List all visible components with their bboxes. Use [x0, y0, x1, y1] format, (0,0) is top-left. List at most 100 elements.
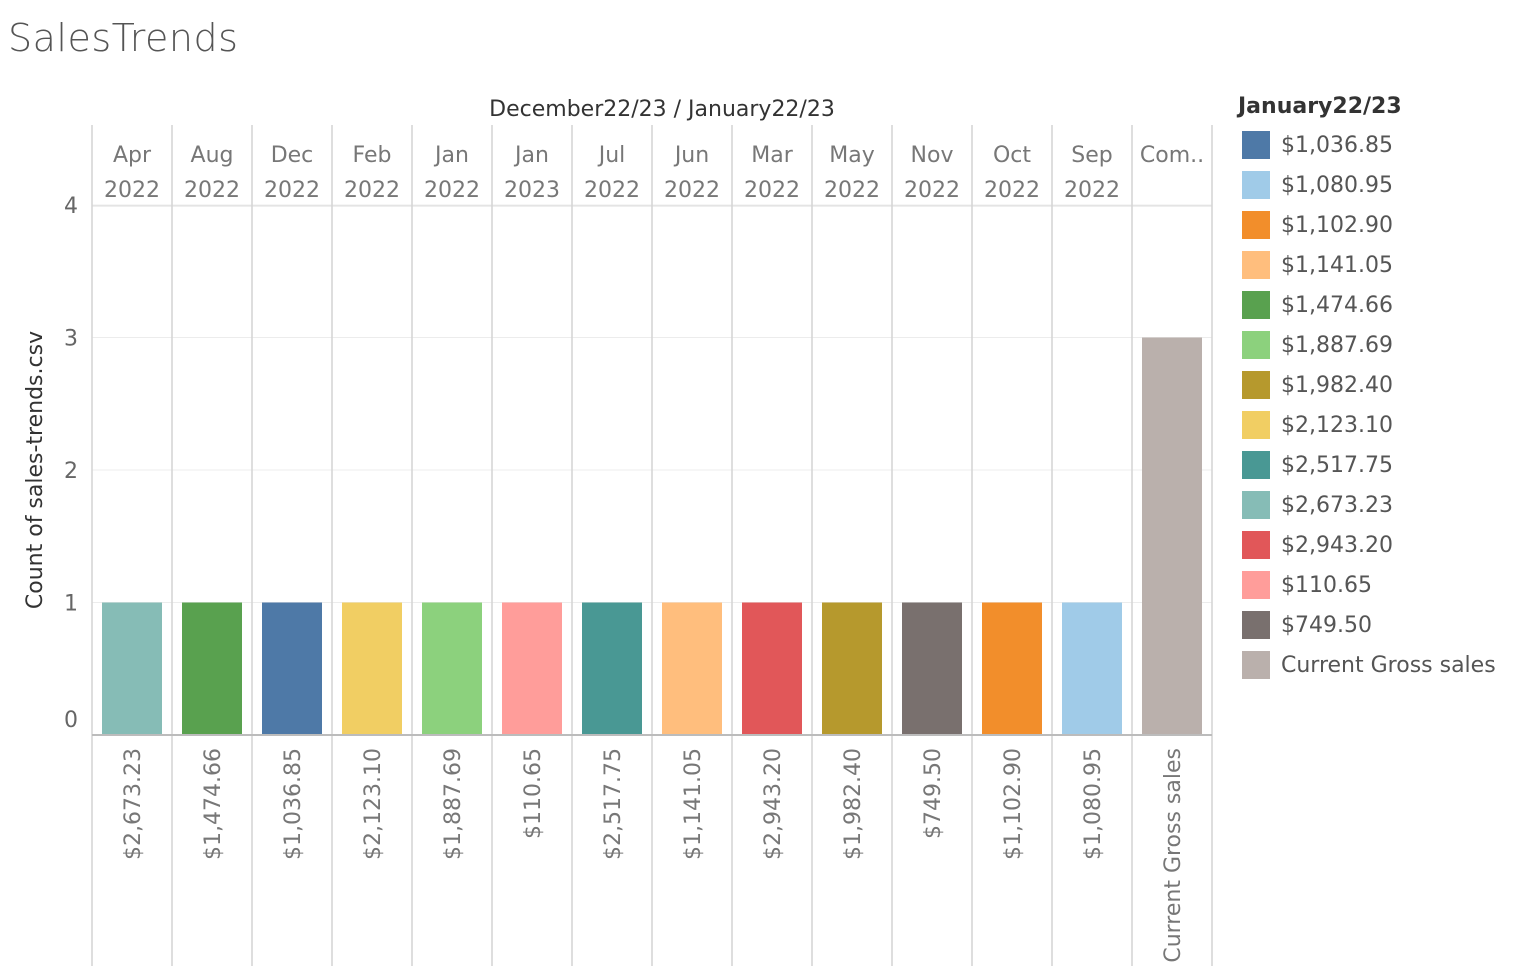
legend-swatch	[1242, 651, 1270, 679]
legend-items: $1,036.85 $1,080.95 $1,102.90 $1,141.05 $1,4…	[1238, 125, 1513, 685]
y-axis-label: Count of sales-trends.csv	[23, 331, 48, 609]
column-header-month: Feb	[353, 143, 392, 168]
legend-item[interactable]: $1,141.05	[1238, 245, 1513, 285]
bar-chart: December22/23 / January22/23 0 1 2 3 4 Count o…	[23, 97, 1213, 966]
legend-swatch	[1242, 531, 1270, 559]
legend-item[interactable]: $110.65	[1238, 565, 1513, 605]
bar	[1062, 602, 1122, 735]
bar	[422, 602, 482, 735]
legend-title: January22/23	[1238, 94, 1402, 119]
legend-item[interactable]: $1,036.85	[1238, 125, 1513, 165]
legend-item[interactable]: Current Gross sales	[1238, 645, 1513, 685]
legend-item[interactable]: $1,474.66	[1238, 285, 1513, 325]
bar	[742, 602, 802, 735]
column-header-month: Jul	[597, 143, 626, 168]
legend-label: $1,982.40	[1281, 372, 1393, 398]
bar-value-label: $1,141.05	[681, 748, 706, 860]
bar-value-label: $2,123.10	[361, 748, 386, 860]
column-header-year: 2022	[824, 178, 880, 203]
bar	[1142, 337, 1202, 735]
legend-label: $2,673.23	[1281, 492, 1393, 518]
column-header-month: Dec	[271, 143, 314, 168]
y-tick-label: 0	[64, 708, 78, 733]
legend-item[interactable]: $1,982.40	[1238, 365, 1513, 405]
column-header-year: 2022	[1064, 178, 1120, 203]
bar-value-label: $2,673.23	[121, 748, 146, 860]
column-header-month: Nov	[911, 143, 954, 168]
column-header-year: 2022	[424, 178, 480, 203]
legend-swatch	[1242, 571, 1270, 599]
bar-value-label: Current Gross sales	[1161, 748, 1186, 963]
legend-label: $1,474.66	[1281, 292, 1393, 318]
legend-label: Current Gross sales	[1281, 652, 1496, 678]
bar	[982, 602, 1042, 735]
bar-value-label: $1,102.90	[1001, 748, 1026, 860]
legend-label: $2,517.75	[1281, 452, 1393, 478]
legend-label: $749.50	[1281, 612, 1372, 638]
bar	[582, 602, 642, 735]
legend-label: $2,943.20	[1281, 532, 1393, 558]
y-tick-label: 2	[64, 459, 78, 484]
bar-value-label: $1,036.85	[281, 748, 306, 860]
column-header-month: Mar	[751, 143, 793, 168]
bar-value-label: $1,982.40	[841, 748, 866, 860]
bar-value-label: $1,887.69	[441, 748, 466, 860]
legend-swatch	[1242, 331, 1270, 359]
column-header-month: Jan	[513, 143, 549, 168]
column-header-month: Apr	[113, 143, 152, 168]
legend-item[interactable]: $1,887.69	[1238, 325, 1513, 365]
legend-item[interactable]: $2,673.23	[1238, 485, 1513, 525]
column-header-year: 2022	[904, 178, 960, 203]
legend-item[interactable]: $1,102.90	[1238, 205, 1513, 245]
column-header-year: 2022	[584, 178, 640, 203]
column-header-year: 2022	[184, 178, 240, 203]
bar-value-label: $1,080.95	[1081, 748, 1106, 860]
column-header-month: Com..	[1140, 143, 1204, 168]
column-header-year: 2022	[744, 178, 800, 203]
legend-swatch	[1242, 371, 1270, 399]
page-title: SalesTrends	[8, 16, 239, 60]
legend-swatch	[1242, 131, 1270, 159]
column-header-year: 2022	[344, 178, 400, 203]
legend-swatch	[1242, 611, 1270, 639]
column-header-year: 2022	[104, 178, 160, 203]
column-header-year: 2022	[264, 178, 320, 203]
legend-item[interactable]: $2,943.20	[1238, 525, 1513, 565]
bar	[342, 602, 402, 735]
column-header-year: 2022	[984, 178, 1040, 203]
bar-value-label: $2,517.75	[601, 748, 626, 860]
legend-label: $1,080.95	[1281, 172, 1393, 198]
legend-item[interactable]: $2,123.10	[1238, 405, 1513, 445]
legend-item[interactable]: $1,080.95	[1238, 165, 1513, 205]
legend-label: $1,141.05	[1281, 252, 1393, 278]
bar-value-label: $749.50	[921, 748, 946, 839]
bar-value-label: $110.65	[521, 748, 546, 839]
legend-swatch	[1242, 451, 1270, 479]
column-header-month: Aug	[191, 143, 234, 168]
bar	[662, 602, 722, 735]
column-header-title: December22/23 / January22/23	[489, 97, 835, 122]
column-header-month: Jun	[673, 143, 709, 168]
legend-swatch	[1242, 171, 1270, 199]
bar	[502, 602, 562, 735]
bar-value-label: $1,474.66	[201, 748, 226, 860]
legend-item[interactable]: $749.50	[1238, 605, 1513, 645]
legend-swatch	[1242, 251, 1270, 279]
legend: January22/23 $1,036.85 $1,080.95 $1,102.90…	[1238, 94, 1513, 685]
legend-swatch	[1242, 291, 1270, 319]
legend-swatch	[1242, 491, 1270, 519]
legend-label: $110.65	[1281, 572, 1372, 598]
bar	[902, 602, 962, 735]
bar	[102, 602, 162, 735]
column-header-month: Jan	[433, 143, 469, 168]
y-tick-label: 1	[64, 592, 78, 617]
legend-swatch	[1242, 211, 1270, 239]
y-tick-label: 3	[64, 327, 78, 352]
bar-value-label: $2,943.20	[761, 748, 786, 860]
legend-label: $1,102.90	[1281, 212, 1393, 238]
legend-label: $1,036.85	[1281, 132, 1393, 158]
legend-item[interactable]: $2,517.75	[1238, 445, 1513, 485]
legend-swatch	[1242, 411, 1270, 439]
column-header-month: Sep	[1071, 143, 1112, 168]
column-header-month: May	[829, 143, 874, 168]
